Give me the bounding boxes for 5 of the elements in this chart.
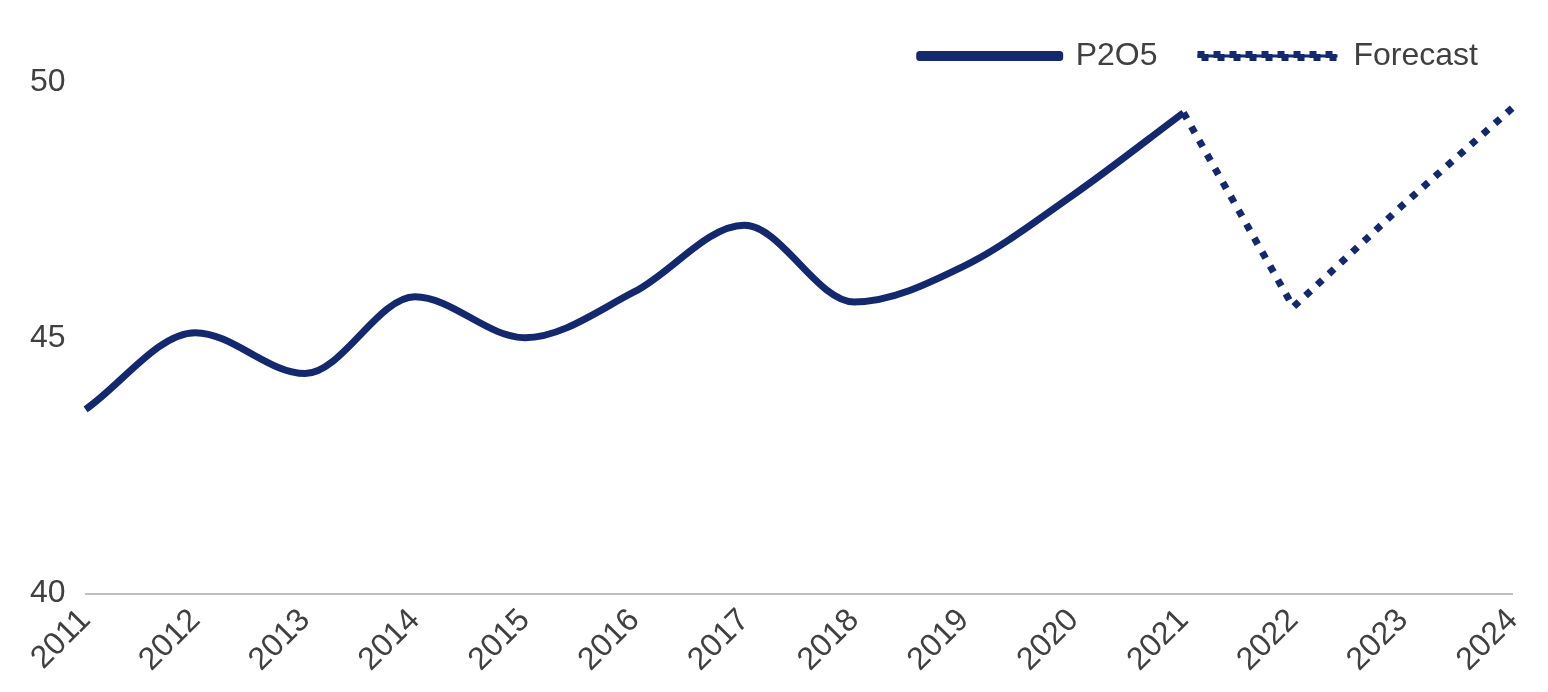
y-tick-label: 50 bbox=[30, 61, 66, 98]
legend-label: P2O5 bbox=[1075, 35, 1158, 72]
legend-label: Forecast bbox=[1353, 35, 1479, 72]
y-tick-label: 40 bbox=[30, 573, 66, 610]
y-tick-label: 45 bbox=[30, 317, 66, 354]
